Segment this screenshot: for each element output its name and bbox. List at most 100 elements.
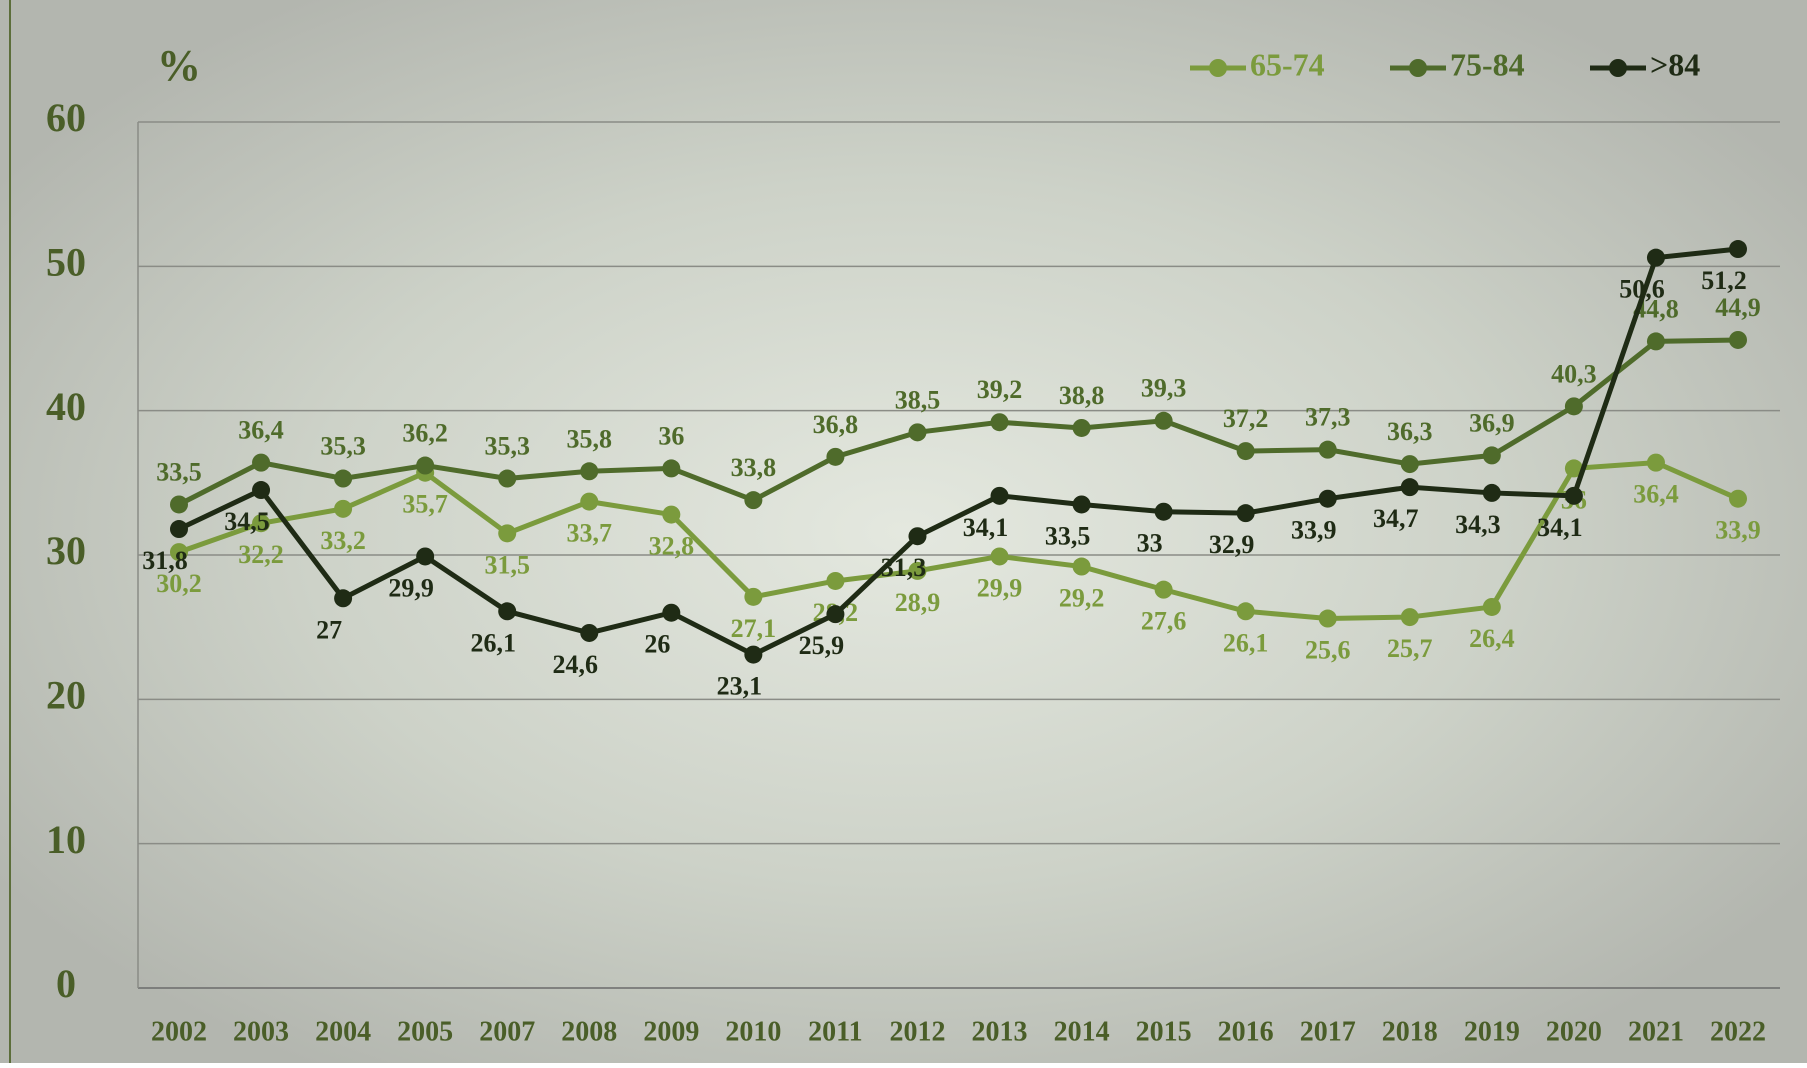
data-label: 24,6 [553, 650, 599, 679]
data-point [580, 623, 599, 642]
legend-marker [1209, 59, 1227, 77]
data-label: 25,9 [799, 631, 845, 660]
data-point [1729, 489, 1747, 508]
x-tick-label: 2018 [1382, 1016, 1438, 1047]
data-label: 23,1 [717, 672, 763, 701]
data-label: 28,9 [895, 588, 941, 617]
data-point [908, 527, 927, 546]
y-tick-label: 20 [46, 673, 86, 718]
data-point [826, 571, 845, 590]
series-line [177, 246, 1739, 658]
x-tick-label: 2014 [1054, 1016, 1110, 1047]
data-label: 35,3 [320, 431, 366, 460]
y-tick-label: 60 [46, 95, 86, 140]
data-label: 36,8 [813, 410, 859, 439]
y-tick-label: 50 [46, 240, 86, 285]
y-tick-label: 30 [46, 528, 86, 573]
data-point [1482, 483, 1501, 502]
data-point [1318, 489, 1337, 508]
data-point [334, 469, 353, 488]
data-label: 38,5 [895, 385, 941, 414]
data-point [662, 459, 681, 478]
data-label: 27,6 [1141, 607, 1187, 636]
data-label: 35,8 [567, 424, 613, 453]
x-tick-label: 2007 [479, 1016, 535, 1047]
data-label: 44,9 [1715, 293, 1761, 322]
data-label: 37,3 [1305, 403, 1351, 432]
x-tick-label: 2015 [1136, 1016, 1192, 1047]
data-point [1154, 580, 1173, 599]
x-tick-label: 2012 [889, 1016, 945, 1047]
data-point [580, 492, 599, 511]
legend-marker [1409, 59, 1427, 77]
x-tick-label: 2004 [315, 1016, 371, 1047]
data-label: 31,3 [881, 553, 927, 582]
y-tick-label: 40 [46, 384, 86, 429]
legend-marker [1609, 59, 1627, 77]
data-point [334, 499, 353, 518]
data-point [1318, 440, 1337, 459]
data-point [1482, 597, 1501, 616]
data-point [662, 603, 681, 622]
data-label: 33,5 [1045, 521, 1091, 550]
legend-label: 75-84 [1450, 46, 1525, 82]
x-tick-label: 2021 [1628, 1016, 1684, 1047]
data-point [1564, 486, 1583, 505]
data-label: 26 [644, 630, 670, 659]
data-point [1646, 453, 1665, 472]
data-label: 36,3 [1387, 417, 1433, 446]
x-tick-label: 2016 [1218, 1016, 1274, 1047]
data-label: 36,4 [1633, 480, 1679, 509]
data-label: 33,9 [1291, 516, 1337, 545]
data-label: 33,8 [731, 453, 777, 482]
data-point [1236, 504, 1255, 523]
data-point [1564, 459, 1583, 478]
data-point [498, 524, 517, 543]
x-tick-label: 2013 [972, 1016, 1028, 1047]
data-label: 40,3 [1551, 359, 1597, 388]
data-point [1729, 240, 1747, 259]
x-tick-label: 2005 [397, 1016, 453, 1047]
data-label: 30,2 [156, 569, 202, 598]
data-point [1400, 478, 1419, 497]
data-point [252, 453, 271, 472]
data-point [1072, 557, 1091, 576]
data-point [498, 602, 517, 621]
data-label: 38,8 [1059, 381, 1105, 410]
data-label: 32,8 [649, 532, 695, 561]
data-point [744, 491, 763, 510]
data-label: 27 [316, 615, 342, 644]
x-tick-label: 2010 [725, 1016, 781, 1047]
data-point [662, 505, 681, 524]
data-label: 34,7 [1373, 504, 1419, 533]
data-label: 36,2 [402, 418, 448, 447]
data-point [1072, 418, 1091, 437]
x-tick-label: 2009 [643, 1016, 699, 1047]
data-label: 34,3 [1455, 510, 1501, 539]
data-point [416, 456, 435, 475]
data-label: 33,2 [320, 526, 366, 555]
data-label: 36,9 [1469, 408, 1515, 437]
data-label: 39,2 [977, 375, 1023, 404]
data-point [1564, 397, 1583, 416]
data-point [1236, 442, 1255, 461]
data-label: 26,4 [1469, 624, 1515, 653]
data-label: 37,2 [1223, 404, 1269, 433]
data-label: 31,8 [142, 546, 188, 575]
data-point [990, 486, 1009, 505]
data-label: 33,5 [156, 457, 202, 486]
data-point [1400, 608, 1419, 627]
data-label: 32,2 [238, 540, 284, 569]
data-point [498, 469, 517, 488]
x-tick-label: 2011 [808, 1016, 862, 1047]
data-label: 32,9 [1209, 530, 1255, 559]
data-label: 34,1 [963, 513, 1009, 542]
data-point [826, 605, 845, 624]
data-point [1646, 248, 1665, 267]
data-label: 26,1 [470, 628, 516, 657]
legend-label: >84 [1650, 46, 1700, 82]
x-tick-label: 2022 [1710, 1016, 1766, 1047]
x-tick-label: 2017 [1300, 1016, 1356, 1047]
